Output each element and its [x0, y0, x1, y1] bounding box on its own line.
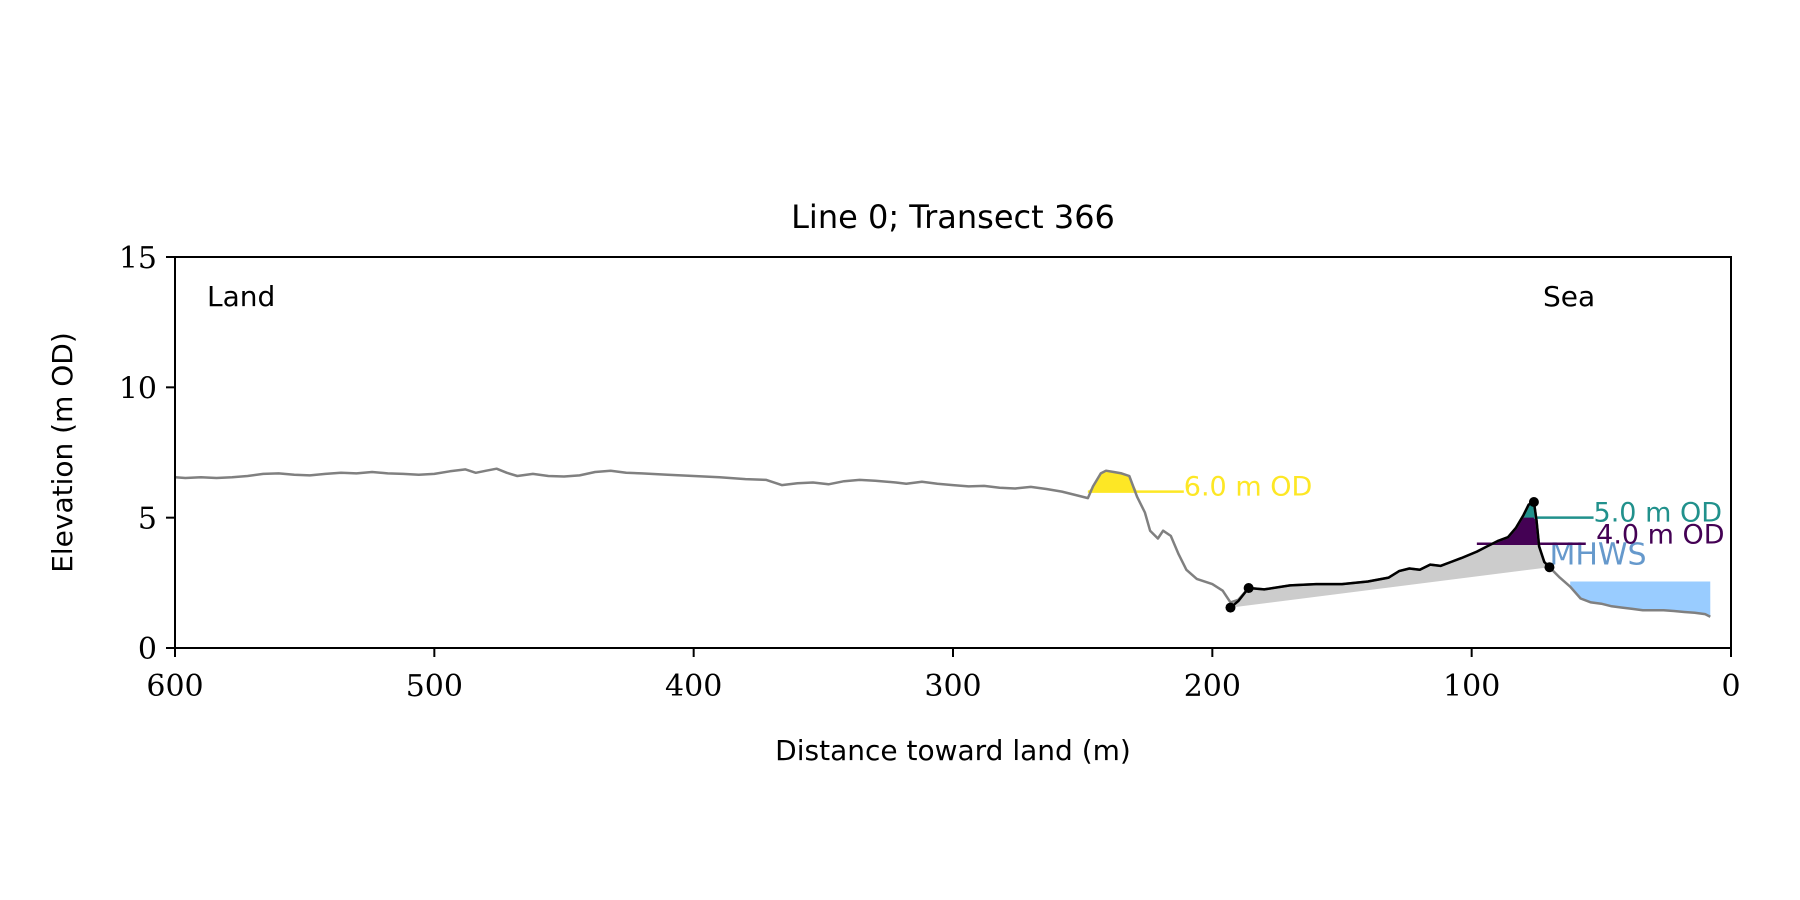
- axes-frame: [174, 256, 1732, 649]
- x-tick-label-0: 600: [146, 669, 203, 704]
- level-label-0: 6.0 m OD: [1184, 472, 1312, 503]
- sea-label: Sea: [1543, 280, 1595, 313]
- land-label: Land: [207, 280, 275, 313]
- x-axis-label: Distance toward land (m): [775, 734, 1131, 767]
- x-tick-label-1: 500: [406, 669, 463, 704]
- dune-marker-1: [1243, 583, 1254, 594]
- x-tick-label-3: 300: [924, 669, 981, 704]
- dune-volume-fill: [1230, 502, 1550, 608]
- dune-marker-0: [1225, 602, 1236, 613]
- x-tick-label-4: 200: [1184, 669, 1241, 704]
- x-tick-label-5: 100: [1443, 669, 1500, 704]
- markers-layer: [1225, 497, 1555, 613]
- level-label-1: 5.0 m OD: [1594, 498, 1722, 529]
- x-tick-label-6: 0: [1721, 669, 1740, 704]
- chart-title: Line 0; Transect 366: [791, 198, 1115, 236]
- y-tick-label-2: 10: [119, 371, 157, 406]
- mhws-fill: [1570, 581, 1711, 617]
- ticks-layer: 600 500 400 300 200 100 0 0 5 10 15: [119, 241, 1741, 704]
- y-tick-label-1: 5: [138, 502, 157, 537]
- y-tick-label-3: 15: [119, 241, 157, 276]
- dune-marker-2: [1528, 497, 1539, 508]
- level-lines: 6.0 m OD 5.0 m OD4.0 m OD: [1087, 472, 1725, 551]
- y-tick-label-0: 0: [138, 632, 157, 667]
- dune-marker-3: [1544, 562, 1555, 573]
- y-axis-label: Elevation (m OD): [46, 332, 79, 573]
- x-tick-label-2: 400: [665, 669, 722, 704]
- level-label-2: 4.0 m OD: [1596, 520, 1724, 551]
- fill-layer: [1087, 470, 1550, 608]
